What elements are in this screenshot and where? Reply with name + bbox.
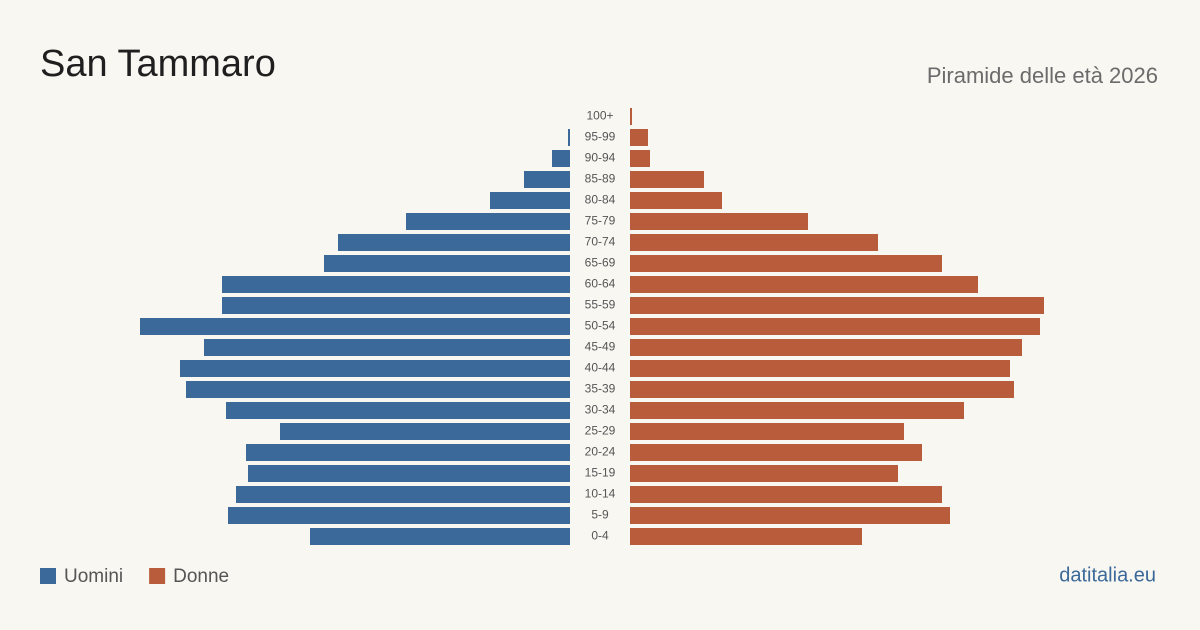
bar — [568, 129, 570, 146]
bar — [630, 465, 898, 482]
legend-label: Donne — [173, 566, 229, 587]
age-label: 95-99 — [585, 130, 616, 144]
age-label: 5-9 — [591, 508, 609, 522]
bar — [630, 402, 964, 419]
bar — [630, 171, 704, 188]
bar — [280, 423, 570, 440]
bar — [630, 360, 1010, 377]
age-label: 30-34 — [585, 403, 616, 417]
bar — [630, 129, 648, 146]
bar — [630, 276, 978, 293]
age-label: 20-24 — [585, 445, 616, 459]
age-label: 10-14 — [585, 487, 616, 501]
bar — [338, 234, 570, 251]
bar — [140, 318, 570, 335]
bar — [630, 339, 1022, 356]
age-label: 100+ — [586, 109, 613, 123]
bar — [248, 465, 570, 482]
source: datitalia.eu — [1059, 564, 1156, 586]
bar — [630, 423, 904, 440]
bar — [630, 213, 808, 230]
age-label: 85-89 — [585, 172, 616, 186]
age-label: 50-54 — [585, 319, 616, 333]
bar — [630, 297, 1044, 314]
bar — [180, 360, 570, 377]
bar — [186, 381, 570, 398]
bar — [630, 318, 1040, 335]
age-label: 45-49 — [585, 340, 616, 354]
bar — [630, 507, 950, 524]
age-label: 35-39 — [585, 382, 616, 396]
age-label: 55-59 — [585, 298, 616, 312]
legend-swatch — [40, 568, 56, 584]
bar — [222, 276, 570, 293]
chart-title: San Tammaro — [40, 43, 276, 85]
bar — [490, 192, 570, 209]
bar — [630, 255, 942, 272]
bar — [406, 213, 570, 230]
bar — [630, 192, 722, 209]
age-label: 65-69 — [585, 256, 616, 270]
bar — [630, 150, 650, 167]
bar — [630, 108, 632, 125]
bar — [630, 528, 862, 545]
bar — [630, 486, 942, 503]
legend-swatch — [149, 568, 166, 584]
age-label: 80-84 — [585, 193, 616, 207]
age-label: 40-44 — [585, 361, 616, 375]
bar — [310, 528, 570, 545]
bar — [524, 171, 570, 188]
age-label: 15-19 — [585, 466, 616, 480]
bar — [204, 339, 570, 356]
age-label: 75-79 — [585, 214, 616, 228]
bar — [630, 234, 878, 251]
age-label: 70-74 — [585, 235, 616, 249]
bar — [236, 486, 570, 503]
bar — [246, 444, 570, 461]
bar — [222, 297, 570, 314]
chart-subtitle: Piramide delle età 2026 — [927, 63, 1158, 88]
bar — [552, 150, 570, 167]
age-label: 90-94 — [585, 151, 616, 165]
age-label: 60-64 — [585, 277, 616, 291]
bar — [226, 402, 570, 419]
bar — [228, 507, 570, 524]
legend-label: Uomini — [64, 566, 123, 587]
bar — [324, 255, 570, 272]
age-label: 0-4 — [591, 529, 609, 543]
bar — [630, 444, 922, 461]
bar — [630, 381, 1014, 398]
age-label: 25-29 — [585, 424, 616, 438]
